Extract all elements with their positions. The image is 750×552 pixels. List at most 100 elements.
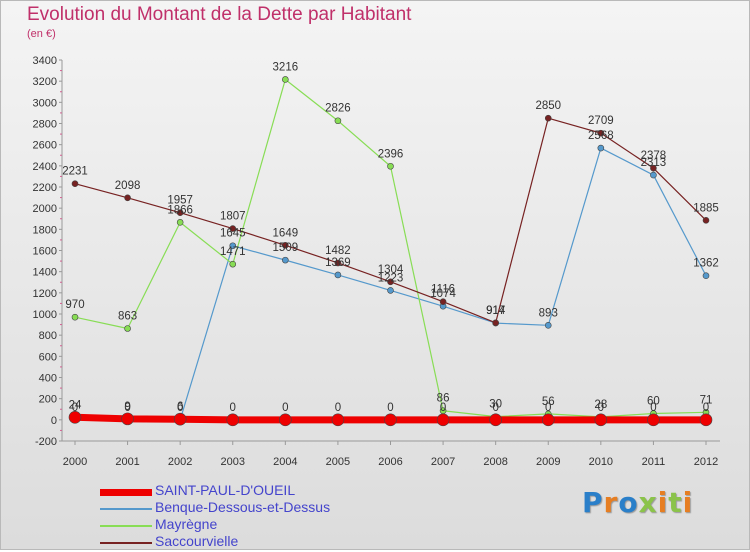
y-tick-label: 1800	[33, 224, 57, 236]
y-tick-label: 1600	[33, 246, 57, 258]
data-label: 2826	[325, 103, 351, 115]
data-label: 0	[545, 402, 551, 414]
data-point-2	[282, 76, 289, 83]
y-tick-label: 2400	[33, 161, 57, 173]
data-point-3	[334, 259, 342, 267]
data-point-3	[650, 164, 657, 172]
data-label: 6	[177, 401, 183, 413]
data-label: 0	[124, 402, 130, 414]
legend-swatch-saccourvielle	[100, 542, 152, 544]
data-label: 71	[700, 394, 713, 406]
data-label: 0	[492, 402, 498, 414]
data-label: 9	[124, 401, 130, 413]
data-point-0	[173, 412, 187, 426]
data-point-3	[229, 225, 237, 232]
data-label: 0	[72, 402, 78, 414]
x-tick-label: 2001	[115, 456, 139, 468]
data-point-3	[597, 129, 605, 137]
data-label: 914	[486, 305, 506, 317]
data-label: 893	[539, 307, 558, 319]
data-point-0	[699, 413, 713, 427]
data-label: 0	[387, 402, 393, 414]
y-tick-label: 3200	[33, 76, 57, 88]
data-label: 0	[282, 402, 288, 414]
y-tick-label: 200	[39, 394, 57, 406]
data-point-3	[387, 278, 394, 286]
legend-label-mayregne: Mayrègne	[155, 516, 218, 532]
y-tick-label: 2600	[33, 140, 57, 152]
y-tick-label: 2800	[33, 119, 57, 131]
data-point-0	[594, 413, 608, 427]
y-tick-label: 1000	[33, 309, 57, 321]
y-tick-label: 3000	[33, 97, 57, 109]
data-point-1	[597, 144, 605, 152]
data-point-0	[489, 413, 502, 427]
data-point-1	[650, 171, 657, 179]
data-point-2	[387, 162, 394, 170]
data-point-1	[387, 287, 394, 294]
y-tick-label: 2000	[33, 203, 57, 215]
data-label: 30	[489, 399, 502, 411]
y-tick-label: 1400	[33, 267, 57, 279]
x-tick-label: 2000	[63, 456, 87, 468]
data-point-3	[439, 298, 447, 306]
x-tick-label: 2005	[326, 456, 350, 468]
data-label: 1369	[325, 257, 351, 269]
y-tick-label: 1200	[33, 288, 57, 300]
data-label: 0	[177, 402, 183, 414]
data-point-3	[282, 242, 289, 249]
data-point-3	[492, 319, 499, 327]
data-point-1	[544, 322, 552, 329]
data-label: 0	[440, 402, 446, 414]
data-label: 1885	[693, 202, 719, 214]
data-label: 2709	[588, 115, 614, 127]
data-label: 1645	[220, 228, 246, 240]
data-label: 2850	[535, 100, 561, 112]
data-point-3	[176, 209, 184, 217]
proxiti-logo: Proxiti	[582, 486, 694, 519]
data-point-2	[176, 219, 184, 226]
data-label: 1074	[430, 288, 456, 300]
legend-label-saint-paul: SAINT-PAUL-D'OUEIL	[155, 482, 296, 498]
chart-subtitle: (en €)	[27, 28, 56, 40]
data-point-3	[71, 180, 79, 188]
chart-title: Evolution du Montant de la Dette par Hab…	[27, 4, 412, 25]
data-label: 3216	[273, 61, 299, 73]
data-label: 1304	[378, 264, 404, 276]
x-tick-label: 2007	[431, 456, 455, 468]
y-tick-label: -200	[35, 436, 57, 448]
data-point-0	[647, 413, 660, 427]
data-label: 0	[598, 402, 604, 414]
data-point-1	[229, 242, 237, 250]
data-point-1	[702, 272, 710, 279]
x-tick-label: 2004	[273, 456, 297, 468]
data-label: 2098	[115, 180, 141, 192]
data-point-3	[124, 194, 131, 202]
x-tick-label: 2010	[589, 456, 613, 468]
data-point-0	[121, 412, 134, 426]
data-point-0	[384, 413, 397, 427]
data-label: 0	[230, 402, 236, 414]
data-point-0	[68, 410, 82, 424]
data-label: 863	[118, 310, 137, 322]
data-label: 2313	[641, 157, 667, 169]
data-point-0	[541, 413, 555, 427]
data-label: 1649	[273, 227, 299, 239]
data-label: 2378	[641, 150, 667, 162]
data-label: 1116	[431, 284, 455, 296]
data-point-1	[334, 271, 342, 279]
y-tick-label: 3400	[33, 55, 57, 67]
data-point-0	[279, 413, 292, 427]
data-label: 970	[65, 299, 84, 311]
data-label: 0	[703, 402, 709, 414]
data-label: 1957	[167, 195, 193, 207]
data-label: 86	[437, 393, 450, 405]
data-label: 1866	[167, 204, 193, 216]
data-label: 2568	[588, 130, 614, 142]
x-tick-label: 2003	[221, 456, 245, 468]
legend-label-benque: Benque-Dessous-et-Dessus	[155, 499, 331, 515]
data-label: 28	[594, 399, 607, 411]
y-tick-label: 2200	[33, 182, 57, 194]
data-point-0	[226, 413, 240, 427]
